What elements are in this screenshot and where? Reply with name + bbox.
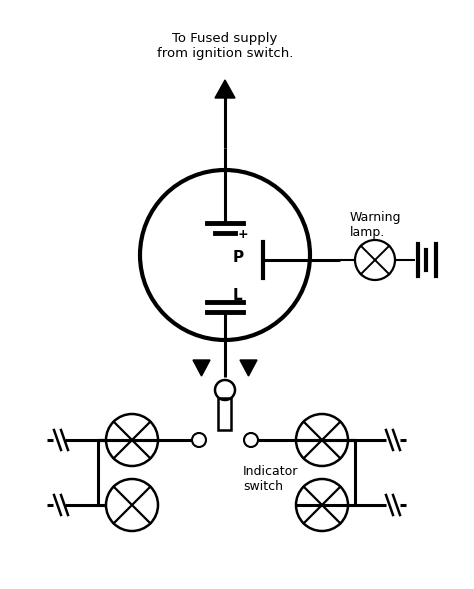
Polygon shape: [240, 360, 257, 376]
Bar: [219, 398, 231, 430]
Text: Indicator
switch: Indicator switch: [243, 465, 298, 493]
Text: Warning
lamp.: Warning lamp.: [350, 211, 401, 239]
Text: To Fused supply
from ignition switch.: To Fused supply from ignition switch.: [157, 32, 293, 60]
Polygon shape: [215, 80, 235, 98]
Text: +: +: [237, 229, 248, 241]
Text: L: L: [233, 287, 243, 303]
Text: P: P: [233, 250, 244, 266]
Polygon shape: [193, 360, 210, 376]
